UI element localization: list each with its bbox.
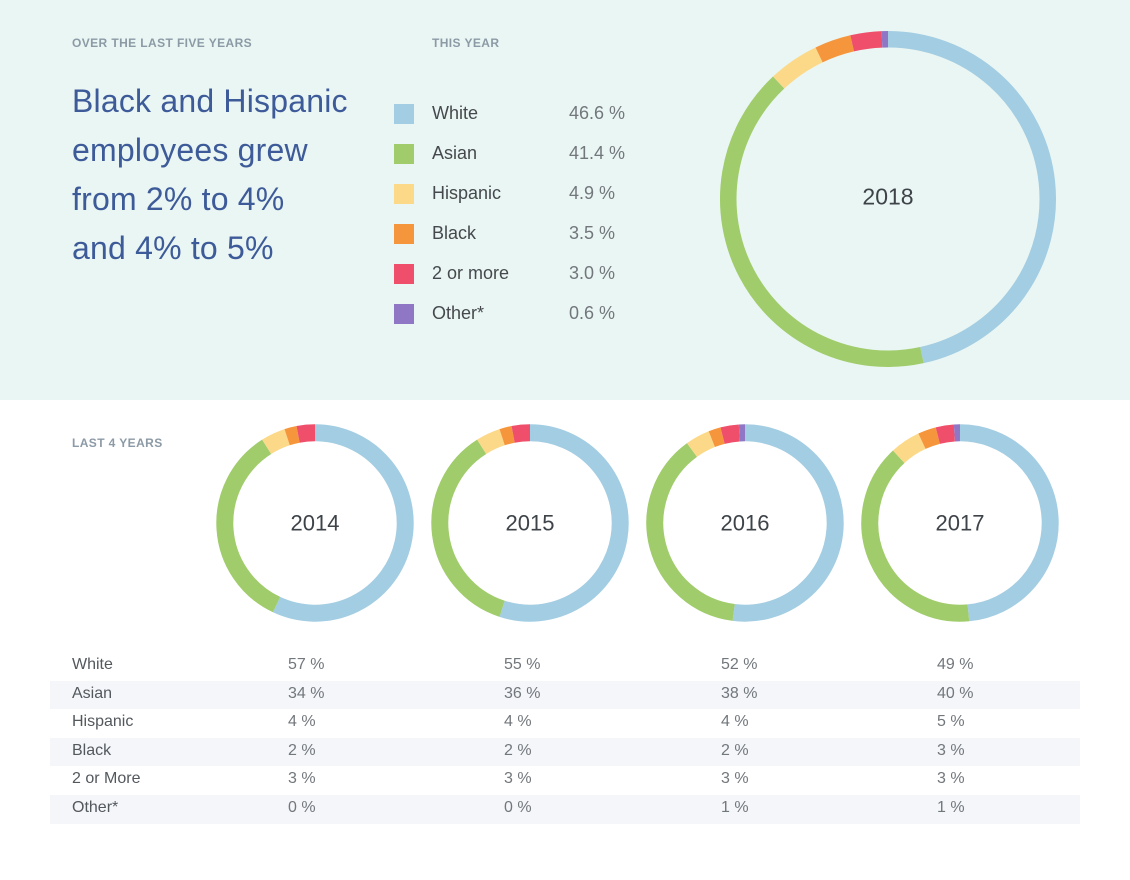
svg-text:2014: 2014 [290,511,339,536]
svg-text:2017: 2017 [935,511,984,536]
svg-text:2015: 2015 [505,511,554,536]
svg-text:2018: 2018 [862,184,913,210]
svg-text:2016: 2016 [720,511,769,536]
